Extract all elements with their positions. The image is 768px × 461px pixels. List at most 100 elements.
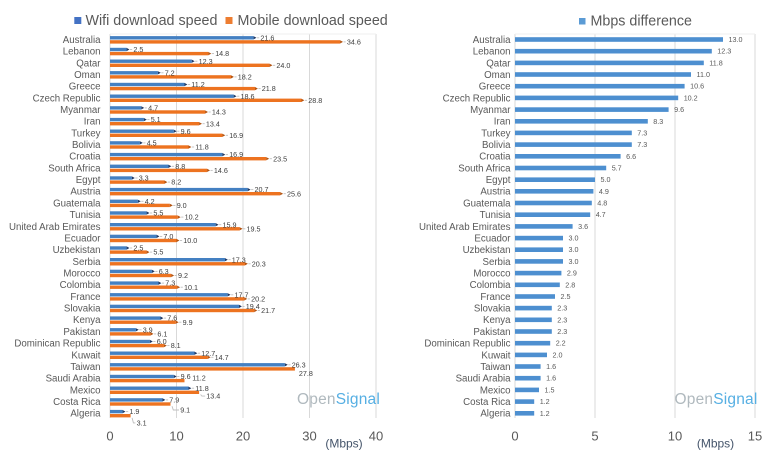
svg-text:14.3: 14.3 (212, 108, 226, 117)
svg-text:5.0: 5.0 (601, 175, 611, 184)
svg-text:25.6: 25.6 (287, 189, 301, 198)
svg-text:Kuwait: Kuwait (71, 350, 100, 361)
svg-text:Oman: Oman (74, 70, 100, 81)
svg-text:Taiwan: Taiwan (70, 362, 100, 373)
svg-text:Taiwan: Taiwan (480, 362, 510, 373)
svg-text:Lebanon: Lebanon (473, 47, 511, 58)
svg-text:8.1: 8.1 (171, 341, 181, 350)
svg-text:3.0: 3.0 (569, 257, 579, 266)
svg-text:19.5: 19.5 (247, 224, 261, 233)
svg-text:15.9: 15.9 (223, 220, 237, 229)
svg-text:11.8: 11.8 (195, 143, 208, 152)
svg-text:10.2: 10.2 (684, 93, 698, 102)
svg-text:21.7: 21.7 (261, 306, 275, 315)
svg-text:10.2: 10.2 (185, 213, 199, 222)
svg-text:Czech Republic: Czech Republic (443, 93, 511, 104)
svg-text:Dominican Republic: Dominican Republic (424, 339, 510, 350)
svg-text:Serbia: Serbia (72, 257, 101, 268)
svg-text:2.8: 2.8 (565, 280, 575, 289)
svg-text:12.3: 12.3 (717, 47, 731, 56)
svg-text:Mexico: Mexico (70, 385, 101, 396)
svg-text:20.3: 20.3 (252, 259, 266, 268)
svg-text:26.3: 26.3 (292, 360, 306, 369)
svg-text:Austria: Austria (480, 187, 511, 198)
svg-text:2.5: 2.5 (133, 45, 143, 54)
svg-text:OpenSignal: OpenSignal (297, 391, 380, 408)
svg-text:Tunisia: Tunisia (70, 210, 101, 221)
svg-text:Greece: Greece (479, 82, 511, 93)
svg-text:10: 10 (169, 429, 183, 444)
svg-text:Uzbekistan: Uzbekistan (463, 245, 511, 256)
svg-text:10.6: 10.6 (690, 82, 704, 91)
svg-text:40: 40 (369, 429, 383, 444)
svg-text:Qatar: Qatar (76, 58, 101, 69)
svg-text:Slovakia: Slovakia (64, 304, 101, 315)
svg-text:South Africa: South Africa (48, 163, 101, 174)
svg-text:6.6: 6.6 (626, 152, 636, 161)
svg-text:Croatia: Croatia (69, 152, 101, 163)
svg-text:3.3: 3.3 (139, 174, 149, 183)
svg-text:Kenya: Kenya (483, 315, 511, 326)
svg-text:6.1: 6.1 (157, 330, 167, 339)
svg-text:24.0: 24.0 (276, 61, 290, 70)
svg-text:8.8: 8.8 (175, 162, 185, 171)
svg-text:Qatar: Qatar (486, 58, 511, 69)
svg-text:7.0: 7.0 (163, 232, 173, 241)
svg-text:3.0: 3.0 (569, 234, 579, 243)
svg-text:23.5: 23.5 (273, 154, 287, 163)
svg-text:17.7: 17.7 (235, 290, 249, 299)
svg-text:28.8: 28.8 (308, 96, 322, 105)
svg-text:Ecuador: Ecuador (474, 234, 511, 245)
svg-text:2.5: 2.5 (561, 292, 571, 301)
svg-text:Lebanon: Lebanon (63, 47, 101, 58)
svg-text:2.9: 2.9 (567, 269, 577, 278)
svg-text:1.2: 1.2 (540, 397, 550, 406)
svg-text:21.8: 21.8 (262, 84, 276, 93)
svg-text:Wifi download speed: Wifi download speed (86, 13, 218, 29)
svg-text:Colombia: Colombia (470, 280, 512, 291)
svg-text:18.6: 18.6 (241, 92, 255, 101)
svg-text:9.0: 9.0 (177, 201, 187, 210)
svg-text:Morocco: Morocco (473, 269, 510, 280)
svg-text:Ecuador: Ecuador (64, 234, 101, 245)
svg-text:Morocco: Morocco (63, 269, 100, 280)
svg-text:Kuwait: Kuwait (481, 350, 510, 361)
svg-text:Slovakia: Slovakia (474, 304, 511, 315)
svg-text:10.0: 10.0 (183, 236, 197, 245)
svg-text:20.2: 20.2 (251, 295, 265, 304)
svg-text:9.9: 9.9 (183, 318, 193, 327)
svg-text:13.0: 13.0 (729, 35, 743, 44)
svg-text:(Mbps): (Mbps) (697, 437, 734, 451)
svg-text:2.5: 2.5 (133, 244, 143, 253)
svg-text:Myanmar: Myanmar (60, 105, 101, 116)
svg-text:7.3: 7.3 (165, 279, 175, 288)
svg-text:Iran: Iran (84, 117, 101, 128)
svg-text:20.7: 20.7 (255, 185, 269, 194)
svg-text:4.7: 4.7 (596, 210, 606, 219)
svg-text:10.1: 10.1 (184, 283, 198, 292)
svg-text:11.8: 11.8 (709, 58, 722, 67)
svg-text:7.2: 7.2 (165, 68, 175, 77)
svg-text:Guatemala: Guatemala (53, 198, 101, 209)
svg-text:Guatemala: Guatemala (463, 198, 511, 209)
svg-text:Pakistan: Pakistan (63, 327, 100, 338)
svg-text:France: France (70, 292, 100, 303)
svg-text:7.3: 7.3 (637, 140, 647, 149)
svg-text:(Mbps): (Mbps) (325, 437, 362, 451)
svg-text:14.6: 14.6 (214, 166, 228, 175)
svg-text:9.1: 9.1 (180, 406, 190, 415)
svg-text:Mobile download speed: Mobile download speed (238, 13, 388, 29)
svg-text:Croatia: Croatia (479, 152, 511, 163)
svg-text:3.6: 3.6 (578, 222, 588, 231)
svg-text:5: 5 (591, 429, 598, 444)
svg-text:16.9: 16.9 (229, 150, 243, 159)
svg-text:4.5: 4.5 (147, 139, 157, 148)
svg-text:2.3: 2.3 (557, 327, 567, 336)
svg-text:Egypt: Egypt (76, 175, 101, 186)
svg-text:Costa Rica: Costa Rica (53, 397, 101, 408)
svg-text:Czech Republic: Czech Republic (33, 93, 101, 104)
svg-text:7.6: 7.6 (167, 314, 177, 323)
svg-text:3.0: 3.0 (569, 245, 579, 254)
svg-text:1.6: 1.6 (546, 362, 556, 371)
svg-text:Bolivia: Bolivia (72, 140, 101, 151)
